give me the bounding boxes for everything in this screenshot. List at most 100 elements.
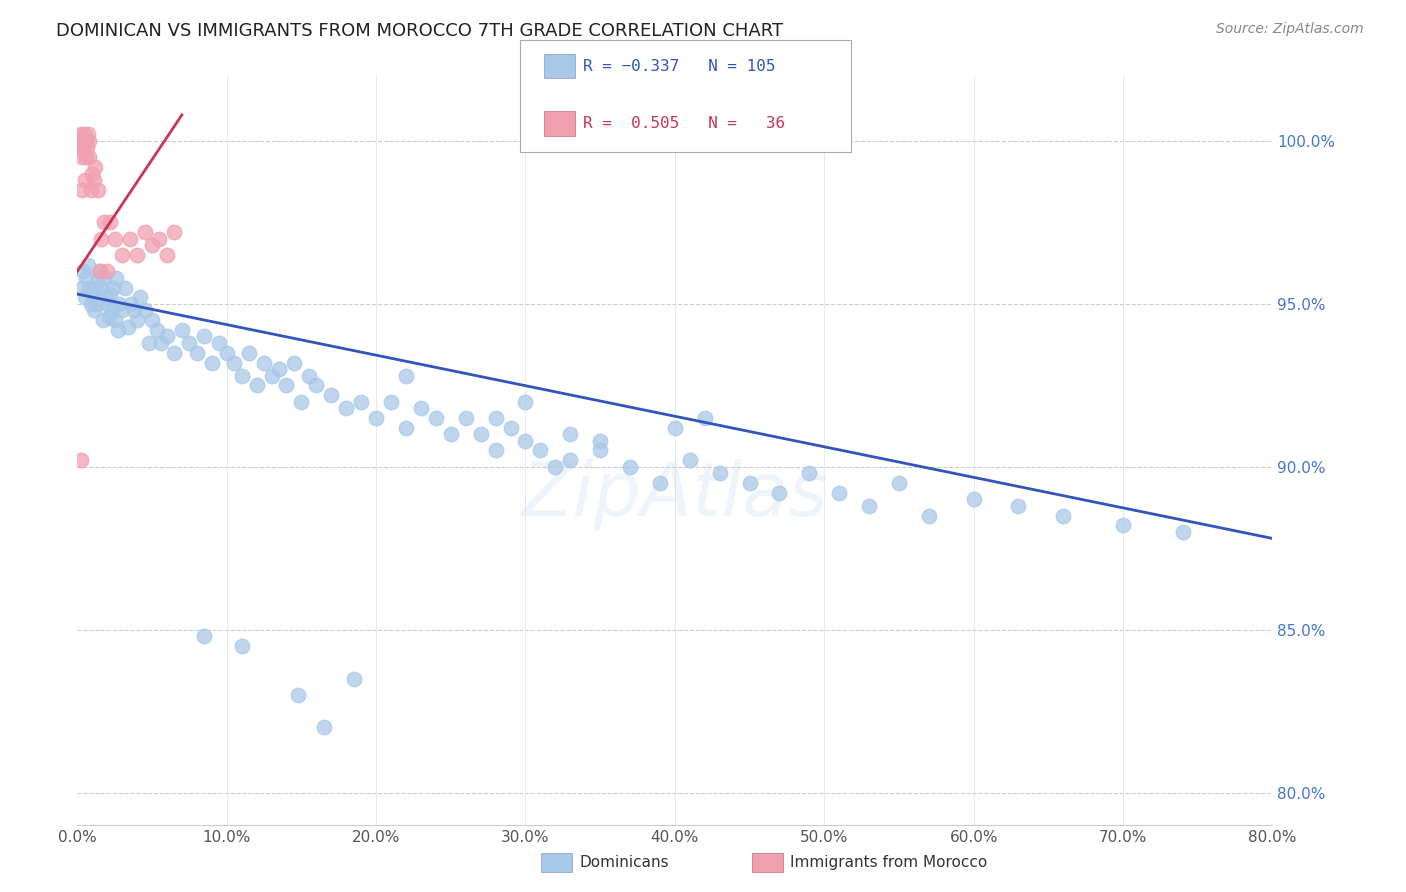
Text: R = −0.337   N = 105: R = −0.337 N = 105 xyxy=(583,59,776,73)
Point xyxy=(104,313,127,327)
Point xyxy=(70,150,93,164)
Point xyxy=(79,134,101,148)
Point xyxy=(287,688,309,702)
Point xyxy=(93,215,115,229)
Point xyxy=(679,453,702,467)
Point xyxy=(305,378,328,392)
Point xyxy=(529,443,551,458)
Point xyxy=(693,410,716,425)
Point xyxy=(485,410,508,425)
Point xyxy=(560,427,582,442)
Point xyxy=(918,508,941,523)
Point xyxy=(1052,508,1074,523)
Point xyxy=(148,232,170,246)
Point xyxy=(89,264,111,278)
Point xyxy=(96,297,118,311)
Point xyxy=(738,476,761,491)
Point xyxy=(267,362,290,376)
Point xyxy=(238,345,260,359)
Point xyxy=(90,280,112,294)
Point xyxy=(253,355,276,369)
Point xyxy=(114,280,136,294)
Point xyxy=(283,355,305,369)
Point xyxy=(193,629,215,643)
Point xyxy=(201,355,224,369)
Point xyxy=(80,297,103,311)
Point xyxy=(72,140,94,154)
Point xyxy=(470,427,492,442)
Point xyxy=(93,270,115,285)
Point xyxy=(290,394,312,409)
Point xyxy=(312,720,335,734)
Point xyxy=(98,287,121,301)
Point xyxy=(76,128,98,142)
Point xyxy=(499,420,522,434)
Point xyxy=(105,270,128,285)
Point xyxy=(395,420,418,434)
Point xyxy=(260,368,283,383)
Point xyxy=(90,232,112,246)
Point xyxy=(69,134,91,148)
Point xyxy=(1007,499,1029,513)
Point xyxy=(589,434,612,448)
Point xyxy=(193,329,215,343)
Point xyxy=(179,335,201,350)
Point xyxy=(163,345,186,359)
Point xyxy=(111,303,134,318)
Point xyxy=(156,248,179,262)
Point xyxy=(122,303,145,318)
Point xyxy=(246,378,269,392)
Point xyxy=(80,183,103,197)
Point xyxy=(343,672,366,686)
Point xyxy=(108,297,131,311)
Point xyxy=(87,183,110,197)
Point xyxy=(963,492,986,507)
Point xyxy=(350,394,373,409)
Point xyxy=(75,270,97,285)
Point xyxy=(75,150,97,164)
Point xyxy=(84,280,107,294)
Point xyxy=(141,238,163,252)
Point xyxy=(1171,524,1194,539)
Point xyxy=(560,453,582,467)
Text: R =  0.505   N =   36: R = 0.505 N = 36 xyxy=(583,117,786,131)
Point xyxy=(83,173,105,187)
Point xyxy=(72,264,94,278)
Point xyxy=(96,264,118,278)
Point xyxy=(231,368,253,383)
Point xyxy=(70,280,93,294)
Point xyxy=(709,467,731,481)
Point xyxy=(83,303,105,318)
Point xyxy=(117,319,139,334)
Point xyxy=(76,258,98,272)
Point xyxy=(828,485,851,500)
Point xyxy=(276,378,298,392)
Point xyxy=(120,297,142,311)
Point xyxy=(107,323,129,337)
Point xyxy=(94,290,117,304)
Point xyxy=(515,434,537,448)
Point xyxy=(87,270,110,285)
Point xyxy=(425,410,447,425)
Point xyxy=(186,345,208,359)
Point xyxy=(75,134,97,148)
Point xyxy=(335,401,357,416)
Point xyxy=(134,303,156,318)
Point xyxy=(73,134,96,148)
Point xyxy=(145,323,167,337)
Point xyxy=(82,287,104,301)
Point xyxy=(231,639,253,653)
Point xyxy=(111,248,134,262)
Point xyxy=(485,443,508,458)
Point xyxy=(156,329,179,343)
Point xyxy=(380,394,402,409)
Point xyxy=(409,401,432,416)
Point xyxy=(70,453,93,467)
Point xyxy=(69,140,91,154)
Text: Immigrants from Morocco: Immigrants from Morocco xyxy=(790,855,987,870)
Point xyxy=(589,443,612,458)
Text: Source: ZipAtlas.com: Source: ZipAtlas.com xyxy=(1216,22,1364,37)
Point xyxy=(76,140,98,154)
Point xyxy=(544,459,567,474)
Point xyxy=(799,467,821,481)
